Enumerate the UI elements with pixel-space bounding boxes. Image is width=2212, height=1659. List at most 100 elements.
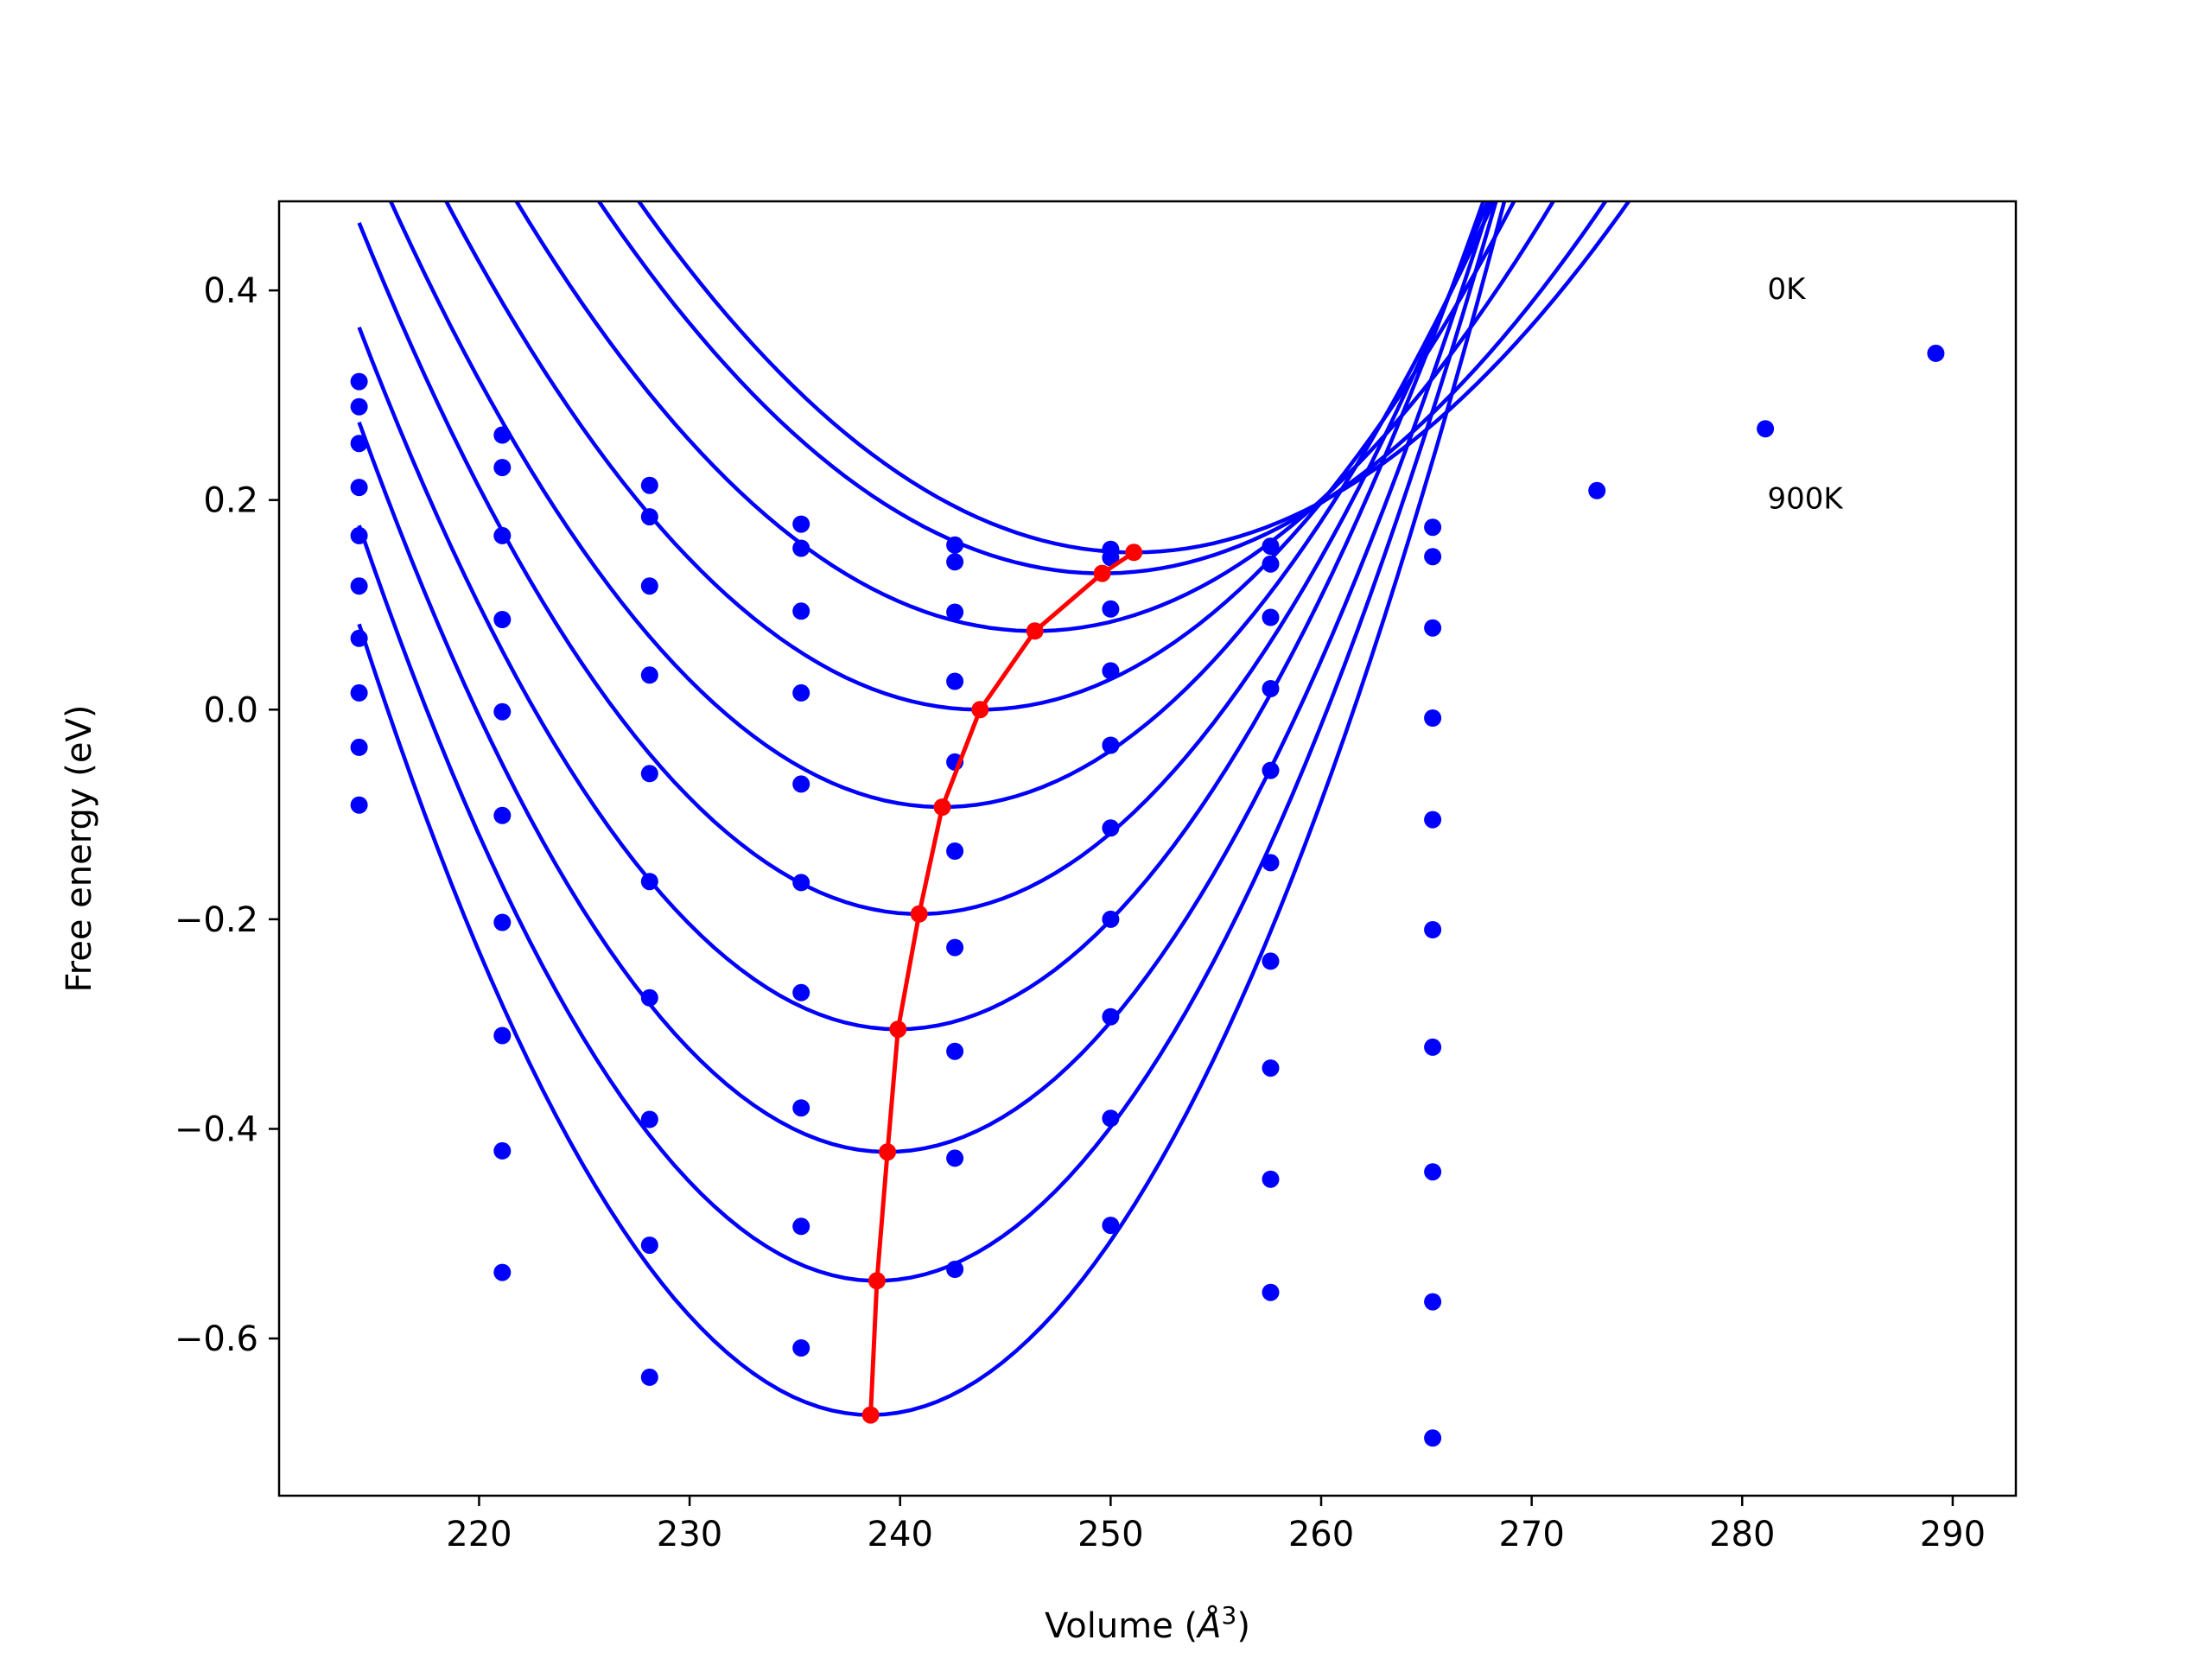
data-point (640, 1368, 658, 1386)
data-point (640, 476, 658, 494)
x-axis-unit-base: Å (1195, 1605, 1221, 1646)
data-point (792, 983, 810, 1001)
x-axis-label: Volume (Å3) (1045, 1601, 1250, 1646)
data-point (640, 1236, 658, 1255)
curve-annotation: 0K (1768, 272, 1808, 307)
data-point (350, 738, 368, 756)
y-axis-label: Free energy (eV) (60, 705, 99, 993)
data-point (1102, 819, 1120, 837)
data-point (493, 806, 512, 824)
data-point (640, 873, 658, 891)
data-point (640, 508, 658, 526)
minimum-point (879, 1143, 897, 1161)
data-point (1102, 1109, 1120, 1128)
x-axis-unit-exponent: 3 (1222, 1601, 1237, 1630)
data-point (1424, 1429, 1442, 1447)
minimum-point (971, 701, 989, 719)
x-tick-label: 230 (657, 1515, 722, 1554)
data-point (640, 666, 658, 684)
y-tick-label: 0.2 (203, 481, 258, 521)
fit-curve-6 (357, 201, 1486, 1032)
data-point (1424, 709, 1442, 727)
fit-curve-9 (357, 201, 1507, 1417)
minima-line (861, 543, 1143, 1424)
data-point (946, 938, 964, 957)
y-tick-label: 0.4 (203, 271, 258, 311)
y-tick-label: −0.2 (175, 900, 258, 940)
data-point (946, 1149, 964, 1167)
data-point (493, 702, 512, 721)
x-axis-label-text: Volume (1045, 1606, 1173, 1646)
fit-curve-0 (636, 201, 1631, 555)
data-point (792, 602, 810, 620)
data-point (350, 526, 368, 544)
data-point (493, 611, 512, 628)
x-tick-label: 290 (1920, 1515, 1986, 1554)
minimum-point (1125, 543, 1143, 562)
data-point (1262, 680, 1280, 697)
data-point (1424, 1038, 1442, 1056)
data-point (1262, 537, 1280, 556)
data-point (1102, 600, 1120, 618)
data-points (350, 344, 1945, 1447)
fit-curves (357, 201, 1631, 1417)
data-point (946, 536, 964, 554)
data-point (493, 459, 512, 477)
data-point (350, 577, 368, 595)
fit-curve-1 (596, 201, 1608, 575)
data-point (946, 1042, 964, 1060)
data-point (1262, 1059, 1280, 1077)
data-point (350, 372, 368, 391)
data-point (1102, 1217, 1120, 1235)
data-point (350, 796, 368, 814)
data-point (640, 1110, 658, 1128)
data-point (1262, 1283, 1280, 1301)
data-point (493, 1027, 512, 1045)
curve-annotation: 900K (1768, 481, 1845, 516)
data-point (640, 988, 658, 1007)
fit-curve-4 (388, 201, 1497, 810)
data-point (1424, 810, 1442, 829)
data-point (1262, 761, 1280, 779)
fit-curve-2 (514, 201, 1556, 633)
data-point (1424, 518, 1442, 537)
x-axis-ticks: 220 230 240 250 260 270 280 290 (446, 1496, 1986, 1554)
y-axis-ticks: −0.6 −0.4 −0.2 0.0 0.2 0.4 (175, 271, 279, 1359)
data-point (350, 435, 368, 453)
x-tick-label: 250 (1077, 1515, 1143, 1554)
data-point (946, 672, 964, 690)
data-point (493, 526, 512, 544)
fit-curve-8 (357, 201, 1498, 1283)
data-point (1102, 910, 1120, 928)
data-point (1424, 548, 1442, 566)
fit-curve-5 (357, 201, 1491, 916)
data-point (946, 603, 964, 621)
data-point (1262, 555, 1280, 573)
data-point (792, 1339, 810, 1357)
data-point (1102, 1007, 1120, 1026)
data-point (1424, 619, 1442, 637)
data-point (792, 515, 810, 533)
minimum-point (1026, 622, 1044, 640)
annotations: 0K 900K (1768, 272, 1845, 517)
x-tick-label: 240 (868, 1515, 933, 1554)
fit-curve-3 (443, 201, 1516, 712)
data-point (350, 683, 368, 702)
data-point (1927, 344, 1945, 362)
x-tick-label: 280 (1709, 1515, 1775, 1554)
data-point (493, 426, 512, 444)
data-point (1262, 952, 1280, 970)
x-tick-label: 270 (1498, 1515, 1564, 1554)
data-point (792, 874, 810, 892)
plot-frame (277, 200, 2018, 1497)
data-point (792, 1217, 810, 1236)
minimum-point (868, 1272, 886, 1290)
minimum-point (861, 1406, 880, 1424)
minimum-point (910, 905, 928, 923)
data-point (1757, 420, 1775, 438)
data-point (1102, 549, 1120, 567)
y-tick-label: 0.0 (203, 690, 258, 730)
y-tick-label: −0.6 (175, 1319, 258, 1359)
data-point (792, 1099, 810, 1117)
